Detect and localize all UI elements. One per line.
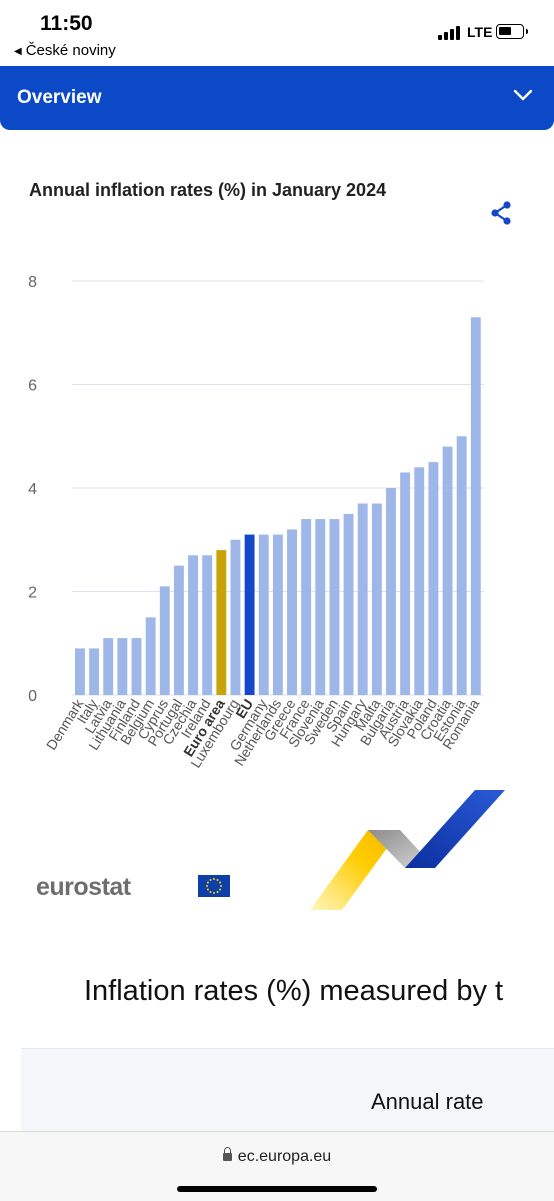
bar-finland [131,638,142,695]
overview-title: Overview [17,87,102,108]
eurostat-logo-text: eurostat [36,873,131,901]
flag-star [213,878,215,880]
battery-icon [496,24,528,39]
bar-spain [343,513,354,695]
section-title: Inflation rates (%) measured by t [84,975,504,1007]
bar-lithuania [117,638,128,695]
share-icon[interactable] [488,200,514,226]
status-bar: 11:50 ◀ České noviny LTE [0,0,554,64]
table-header-annual-rate: Annual rate [371,1089,484,1114]
bar-bulgaria [386,488,396,695]
home-indicator[interactable] [177,1186,377,1192]
y-tick-label: 4 [28,481,37,498]
flag-star [220,885,222,887]
eurostat-logo: eurostat [36,873,230,901]
bar-poland [428,462,439,695]
flag-star [219,881,222,884]
y-tick-label: 2 [28,585,37,602]
bar-hungary [357,503,368,695]
bar-ireland [202,555,213,695]
bar-germany [258,534,269,695]
flag-star [216,891,219,894]
overview-header[interactable]: Overview [0,66,554,130]
bar-belgium [145,617,156,695]
chevron-down-icon[interactable] [512,84,534,106]
flag-star [219,888,222,891]
bar-euro-area [216,550,227,695]
decorative-ribbon-graphic [310,790,505,910]
y-tick-label: 8 [28,274,37,291]
back-to-app-link[interactable]: ◀ České noviny [14,42,116,59]
flag-star [213,892,215,894]
bar-italy [89,648,100,695]
bar-luxembourg [230,539,241,695]
inflation-bar-chart: 02468DenmarkItalyLatviaLithuaniaFinlandB… [28,274,484,771]
rates-table: Annual rate [21,1048,554,1139]
x-tick-label: Denmark [43,695,87,752]
bar-netherlands [272,534,283,695]
bar-croatia [442,446,453,695]
y-tick-label: 0 [28,688,37,705]
bar-malta [371,503,382,695]
clock: 11:50 [40,12,93,35]
flag-star [206,885,208,887]
y-tick-label: 6 [28,378,37,395]
bar-eu [244,534,255,695]
bar-slovakia [414,467,425,695]
eu-flag-icon [198,875,230,897]
bar-romania [470,317,481,695]
flag-star [209,891,212,894]
back-arrow-icon: ◀ [14,46,22,57]
lock-icon [222,1147,232,1161]
bar-portugal [173,565,184,695]
bar-slovenia [315,519,326,695]
url-text: ec.europa.eu [237,1148,332,1165]
bar-sweden [329,519,340,695]
bar-latvia [103,638,114,695]
bar-czechia [188,555,198,695]
bar-estonia [456,436,467,695]
bar-denmark [75,648,85,695]
bar-austria [400,472,411,695]
chart-title: Annual inflation rates (%) in January 20… [29,180,387,200]
flag-star [216,878,219,881]
flag-star [206,888,209,891]
signal-icon [438,24,462,40]
network-label: LTE [467,24,493,40]
bar-cyprus [159,586,170,695]
bar-france [301,519,312,695]
flag-star [209,878,212,881]
url-display[interactable]: ec.europa.eu [0,1147,554,1166]
flag-star [206,881,209,884]
back-app-label: České noviny [25,42,116,59]
bar-greece [287,529,297,695]
